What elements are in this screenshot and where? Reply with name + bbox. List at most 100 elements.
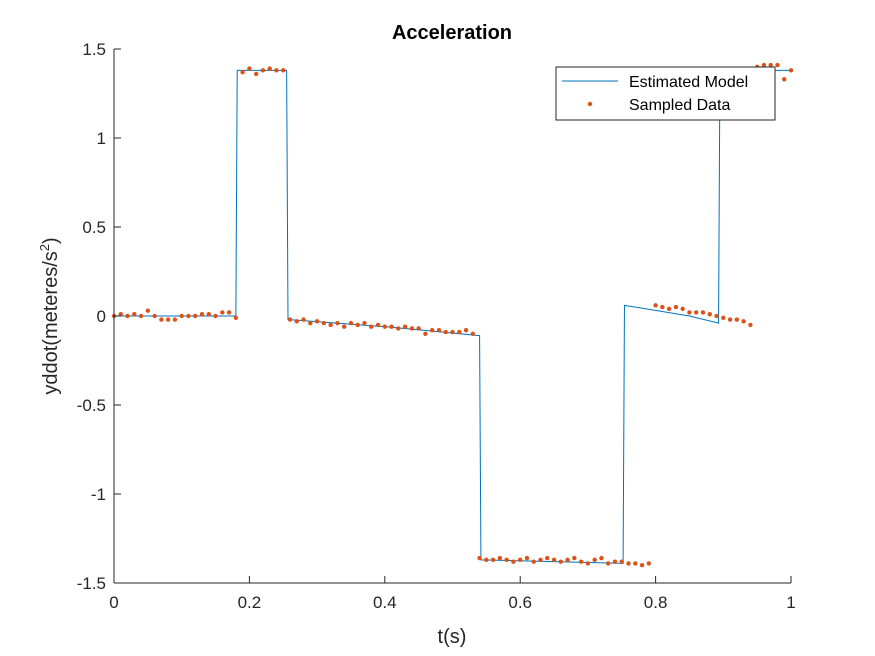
data-point-sampled-35 xyxy=(348,320,354,326)
data-point-sampled-24 xyxy=(274,68,279,73)
x-tick-label-1: 0.2 xyxy=(238,593,262,612)
data-point-sampled-57 xyxy=(497,555,503,561)
y-axis-label-close: ) xyxy=(40,237,62,244)
x-tick-label-5: 1 xyxy=(786,593,795,612)
data-point-sampled-88 xyxy=(707,312,712,317)
data-point-sampled-4 xyxy=(138,313,144,319)
data-point-sampled-55 xyxy=(484,557,489,563)
data-point-sampled-14 xyxy=(206,312,211,317)
x-axis-label: t(s) xyxy=(438,626,467,648)
ticks-layer: 0 0.2 0.4 0.6 0.8 1 -1.5 -1 -0.5 0 0.5 1 1.5 xyxy=(77,40,796,612)
data-point-sampled-98 xyxy=(775,62,780,68)
legend-entry-sampled-data: Sampled Data xyxy=(629,97,730,114)
data-point-sampled-38 xyxy=(369,324,374,329)
data-point-sampled-23 xyxy=(267,66,272,71)
y-tick-label-6: 1.5 xyxy=(82,40,106,59)
data-point-sampled-52 xyxy=(463,328,469,333)
data-point-sampled-66 xyxy=(558,559,564,564)
data-point-sampled-5 xyxy=(145,308,151,313)
data-point-sampled-20 xyxy=(247,66,252,71)
legend-marker-sample xyxy=(587,101,593,107)
data-point-sampled-17 xyxy=(226,310,232,315)
data-point-sampled-21 xyxy=(253,71,259,77)
legend-entry-estimated-model: Estimated Model xyxy=(629,74,748,91)
data-point-sampled-3 xyxy=(132,312,137,317)
data-point-sampled-85 xyxy=(687,310,692,315)
data-point-sampled-89 xyxy=(714,313,719,319)
data-point-sampled-94 xyxy=(748,322,753,328)
data-point-sampled-75 xyxy=(619,559,624,564)
data-point-sampled-59 xyxy=(511,559,516,564)
x-tick-label-3: 0.6 xyxy=(508,593,532,612)
data-point-sampled-46 xyxy=(423,331,428,336)
data-point-sampled-74 xyxy=(612,559,618,564)
y-tick-label-1: -1 xyxy=(91,485,106,504)
data-point-sampled-45 xyxy=(416,326,421,331)
data-point-sampled-26 xyxy=(287,317,293,322)
data-point-sampled-13 xyxy=(199,312,205,317)
data-point-sampled-30 xyxy=(314,319,320,324)
data-point-sampled-90 xyxy=(721,315,726,320)
data-point-sampled-77 xyxy=(633,561,638,566)
data-point-sampled-63 xyxy=(538,557,543,563)
data-point-sampled-83 xyxy=(673,304,679,310)
data-point-sampled-91 xyxy=(727,317,733,322)
data-point-sampled-41 xyxy=(389,324,394,329)
data-point-sampled-42 xyxy=(396,326,401,331)
chart-title: Acceleration xyxy=(392,22,512,44)
data-point-sampled-16 xyxy=(220,310,225,315)
data-point-sampled-39 xyxy=(375,322,381,328)
data-point-sampled-36 xyxy=(355,322,360,328)
legend: Estimated Model Sampled Data xyxy=(555,66,776,121)
data-point-sampled-25 xyxy=(281,68,286,73)
data-point-sampled-43 xyxy=(402,324,408,329)
data-point-sampled-27 xyxy=(294,319,299,324)
data-point-sampled-22 xyxy=(260,68,266,73)
y-tick-label-0: -1.5 xyxy=(77,574,106,593)
data-point-sampled-67 xyxy=(565,557,570,563)
y-axis-label-main: yddot(meteres/s xyxy=(40,251,62,394)
data-point-sampled-2 xyxy=(125,313,130,319)
x-tick-label-2: 0.4 xyxy=(373,593,397,612)
data-point-sampled-61 xyxy=(524,555,530,561)
data-point-sampled-6 xyxy=(152,313,157,319)
data-point-sampled-79 xyxy=(646,561,652,566)
y-axis-label-superscript: 2 xyxy=(37,244,52,251)
data-point-sampled-81 xyxy=(660,304,665,310)
data-point-sampled-92 xyxy=(734,317,740,322)
data-point-sampled-18 xyxy=(233,315,239,320)
y-tick-label-5: 1 xyxy=(97,129,106,148)
data-point-sampled-29 xyxy=(308,320,313,326)
series-line-estimated-model xyxy=(114,69,791,564)
data-point-sampled-51 xyxy=(457,329,462,335)
data-point-sampled-15 xyxy=(213,313,218,319)
data-point-sampled-56 xyxy=(490,557,496,563)
x-tick-label-4: 0.8 xyxy=(644,593,668,612)
data-point-sampled-34 xyxy=(341,324,347,329)
data-point-sampled-58 xyxy=(504,557,509,563)
data-point-sampled-33 xyxy=(335,320,340,326)
series-layer xyxy=(111,62,794,568)
data-point-sampled-32 xyxy=(328,322,333,328)
data-point-sampled-48 xyxy=(436,328,442,333)
data-point-sampled-68 xyxy=(572,555,577,561)
data-point-sampled-60 xyxy=(518,557,523,563)
data-point-sampled-54 xyxy=(477,555,482,561)
data-point-sampled-71 xyxy=(592,557,597,563)
data-point-sampled-82 xyxy=(666,306,672,312)
data-point-sampled-8 xyxy=(165,317,171,322)
data-point-sampled-100 xyxy=(788,68,794,73)
data-point-sampled-49 xyxy=(443,329,448,335)
data-point-sampled-50 xyxy=(450,329,455,335)
y-tick-label-3: 0 xyxy=(97,307,106,326)
data-point-sampled-65 xyxy=(551,557,557,563)
data-point-sampled-86 xyxy=(694,310,699,315)
data-point-sampled-12 xyxy=(193,313,198,319)
y-tick-label-2: -0.5 xyxy=(77,396,106,415)
data-point-sampled-84 xyxy=(680,306,685,312)
data-point-sampled-10 xyxy=(179,313,184,319)
data-point-sampled-44 xyxy=(409,326,415,331)
data-point-sampled-9 xyxy=(172,317,178,322)
data-point-sampled-7 xyxy=(159,317,164,322)
